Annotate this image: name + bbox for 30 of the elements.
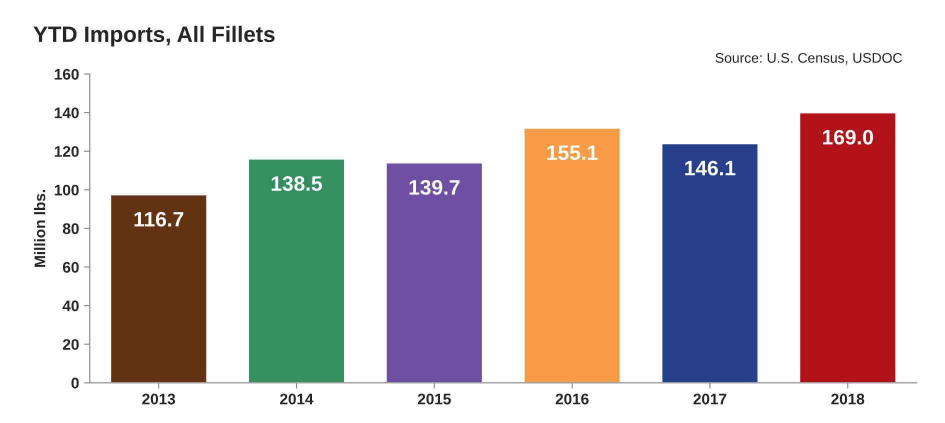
y-tick-label: 100	[54, 184, 79, 196]
y-tick-label: 0	[71, 378, 79, 388]
y-axis-title: Million lbs.	[34, 190, 46, 267]
annotation: 155.1	[547, 145, 598, 160]
bar	[110, 194, 208, 383]
x-tick-label: 2015	[418, 394, 451, 404]
annotation: 138.5	[272, 176, 322, 191]
x-tick-label: 2016	[556, 394, 589, 404]
y-tick-label: 20	[62, 339, 79, 350]
annotation: 146.1	[685, 160, 736, 176]
y-tick-label: 140	[54, 107, 79, 118]
x-tick-label: 2017	[693, 394, 726, 404]
annotation: 139.7	[410, 180, 460, 195]
x-tick-label: 2014	[280, 394, 314, 404]
bar	[661, 142, 759, 383]
y-tick-label: 80	[62, 223, 79, 234]
x-tick-label: 2013	[142, 394, 176, 404]
source-note: Source: U.S. Census, USDOC	[716, 52, 902, 64]
y-tick-label: 40	[62, 300, 79, 312]
annotation: 116.7	[134, 212, 184, 227]
bar	[523, 127, 622, 383]
y-tick-label: 160	[54, 68, 79, 80]
bar	[248, 158, 346, 383]
x-tick-label: 2018	[831, 394, 864, 404]
bar	[385, 162, 484, 383]
chart-title: YTD Imports, All Fillets	[33, 26, 275, 47]
y-tick-label: 60	[62, 262, 79, 273]
bar	[798, 112, 897, 383]
annotation: 169.0	[822, 130, 873, 145]
y-tick-label: 120	[54, 146, 79, 157]
